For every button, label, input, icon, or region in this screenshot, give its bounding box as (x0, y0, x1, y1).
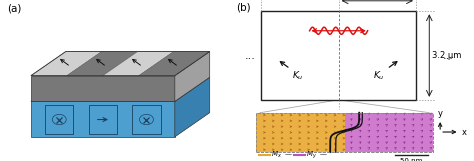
Bar (256, 113, 433, 152)
Text: $M_x$  —: $M_x$ — (271, 150, 293, 160)
Text: $K_u$: $K_u$ (374, 70, 385, 82)
Text: 3.2 μm: 3.2 μm (432, 51, 461, 60)
Bar (89, 105, 117, 134)
Text: (b): (b) (236, 2, 251, 12)
Text: y: y (438, 109, 443, 118)
Bar (345, 113, 433, 152)
Polygon shape (31, 76, 175, 101)
Text: (a): (a) (7, 3, 21, 13)
Text: $M_y$  —: $M_y$ — (306, 149, 328, 161)
Polygon shape (139, 52, 210, 76)
Polygon shape (67, 52, 138, 76)
Polygon shape (31, 77, 210, 101)
Bar (256, 113, 433, 152)
Polygon shape (175, 77, 210, 137)
Polygon shape (175, 52, 210, 101)
Bar (256, 113, 345, 152)
Bar (261, 11, 416, 100)
Text: ...: ... (443, 51, 454, 61)
Polygon shape (31, 101, 175, 137)
Bar (45, 105, 73, 134)
Text: 50 nm: 50 nm (401, 158, 423, 161)
Bar (132, 105, 161, 134)
Text: $K_u$: $K_u$ (292, 70, 304, 82)
Polygon shape (31, 52, 102, 76)
Text: x: x (462, 128, 467, 137)
Polygon shape (103, 52, 174, 76)
Text: ...: ... (245, 51, 256, 61)
